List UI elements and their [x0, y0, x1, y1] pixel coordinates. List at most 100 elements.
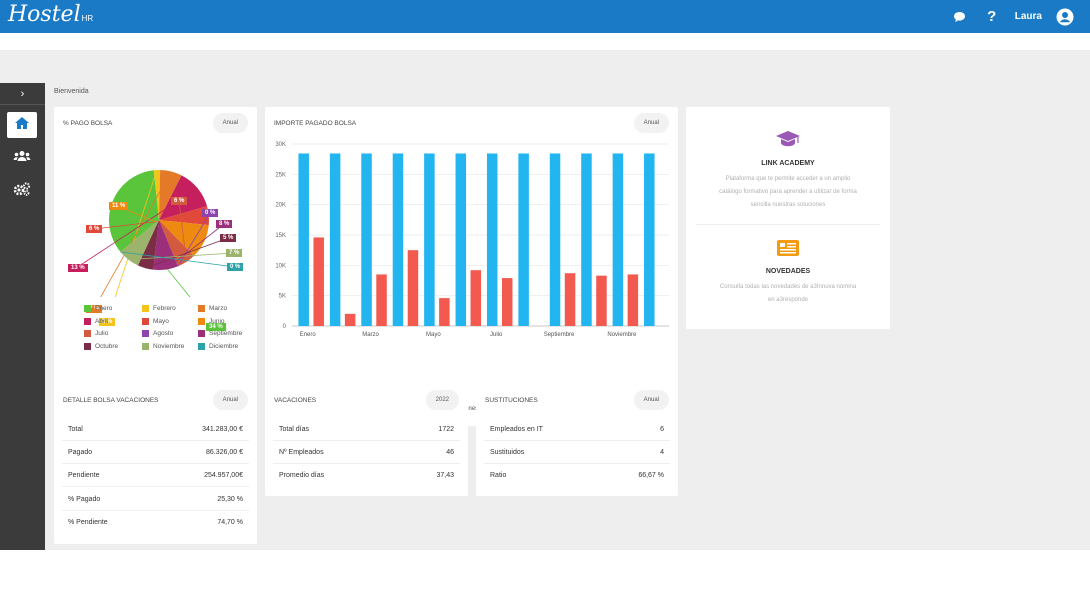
legend-swatch [142, 330, 149, 338]
sustituciones-period-button[interactable]: Anual [633, 390, 669, 410]
breadcrumb: Bienvenida [54, 88, 89, 95]
legend-item-febrero[interactable]: Febrero [142, 304, 198, 314]
legend-label: Febrero [153, 305, 176, 313]
bar-total-pagado-abril[interactable] [407, 250, 419, 326]
row-label: Total días [279, 425, 309, 433]
table-row: Total días 1722 [273, 418, 460, 441]
bar-total-bolsa-diciembre[interactable] [644, 153, 655, 326]
pie-slice-enero[interactable] [108, 170, 159, 252]
legend-item-diciembre[interactable]: Diciembre [198, 342, 264, 352]
bar-total-bolsa-septiembre[interactable] [549, 153, 561, 326]
legend-item-septiembre[interactable]: Septiembre [198, 329, 264, 339]
pie-leader-line [177, 212, 211, 267]
bar-total-pagado-marzo[interactable] [376, 274, 387, 326]
pie-leader-line [120, 251, 236, 268]
pie-slice-febrero[interactable] [153, 170, 161, 220]
pie-slice-octubre[interactable] [137, 220, 159, 270]
bar-total-bolsa-agosto[interactable] [518, 153, 529, 326]
bar-period-button[interactable]: Anual [633, 113, 669, 133]
sidebar-item-users[interactable] [7, 145, 37, 171]
legend-item-enero[interactable]: Enero [84, 304, 142, 314]
legend-swatch [142, 317, 149, 325]
sidebar-item-home[interactable] [7, 112, 37, 138]
bar-total-pagado-septiembre[interactable] [564, 273, 576, 326]
row-label: Empleados en IT [490, 425, 543, 433]
pie-label-noviembre: 7 % [226, 249, 243, 257]
pie-leader-line [128, 252, 235, 260]
bar-total-pagado-noviembre[interactable] [627, 274, 639, 326]
pie-chart [75, 169, 236, 297]
pie-leader-line [145, 237, 229, 269]
bar-total-pagado-mayo[interactable] [439, 298, 450, 326]
bar-total-pagado-junio[interactable] [470, 270, 482, 326]
table-row: % Pagado 25,30 % [62, 488, 249, 511]
help-icon[interactable]: ? [987, 8, 997, 25]
bar-total-pagado-octubre[interactable] [596, 275, 607, 326]
pie-leader-line [100, 171, 172, 297]
pie-period-button[interactable]: Anual [212, 113, 248, 133]
legend-item-abril[interactable]: Abril [84, 317, 142, 327]
user-avatar-icon[interactable] [1056, 8, 1074, 26]
bar-total-bolsa-enero[interactable] [298, 153, 309, 326]
link-academy-title: LINK ACADEMY [761, 160, 815, 167]
legend-label: Abril [95, 317, 109, 325]
legend-item-junio[interactable]: Junio [198, 317, 264, 327]
table-row: Promedio días 37,43 [273, 464, 460, 487]
legend-swatch [84, 330, 91, 338]
bar-total-bolsa-marzo[interactable] [361, 153, 372, 326]
chat-icon[interactable] [951, 8, 969, 26]
detalle-period-button[interactable]: Anual [212, 390, 248, 410]
newspaper-icon [776, 240, 800, 261]
chevron-right-icon[interactable]: › [0, 83, 45, 105]
bar-total-bolsa-junio[interactable] [455, 153, 467, 326]
legend-item-noviembre[interactable]: Noviembre [142, 342, 198, 352]
table-row: Sustituidos 4 [484, 441, 670, 464]
bar-total-pagado-enero[interactable] [313, 237, 324, 326]
legend-swatch [198, 305, 205, 313]
link-news[interactable]: NOVEDADES Consulta todas las novedades d… [686, 239, 890, 307]
legend-swatch [198, 317, 205, 325]
bar-total-bolsa-julio[interactable] [486, 153, 498, 326]
pie-card-title: % PAGO BOLSA [63, 120, 113, 127]
pie-card: % PAGO BOLSA Anual 34 % 2 % 7 % 13 % 6 % 11 %… [54, 107, 257, 426]
legend-item-mayo[interactable]: Mayo [142, 317, 198, 327]
bar-total-bolsa-octubre[interactable] [581, 153, 592, 326]
legend-label: Marzo [209, 305, 228, 313]
sidebar-item-settings[interactable] [7, 178, 37, 204]
legend-label: Mayo [153, 317, 169, 325]
logo[interactable]: HostelHR [8, 2, 93, 27]
legend-swatch [142, 305, 149, 313]
vacaciones-year-button[interactable]: 2022 [425, 390, 459, 410]
bar-total-bolsa-mayo[interactable] [424, 153, 435, 326]
legend-swatch [84, 305, 91, 313]
bar-chart: 0 5K 10K 15K 20K 25K 30K Enero Marzo Mayo Julio Sep… [275, 142, 669, 412]
row-label: Nº Empleados [279, 448, 324, 456]
logo-sub: HR [81, 14, 94, 23]
bar-total-pagado-julio[interactable] [501, 278, 513, 326]
users-icon [13, 149, 31, 167]
legend-swatch [198, 330, 205, 338]
bar-total-bolsa-abril[interactable] [392, 153, 404, 326]
pie-slice-noviembre[interactable] [120, 220, 159, 266]
row-value: 1722 [438, 425, 454, 433]
legend-item-marzo[interactable]: Marzo [198, 304, 264, 314]
pie-label-abril: 13 % [68, 264, 88, 272]
legend-item-julio[interactable]: Julio [84, 329, 142, 339]
pie-slice-mayo[interactable] [159, 206, 209, 226]
user-name[interactable]: Laura [1014, 11, 1042, 22]
sidebar: › [0, 83, 45, 550]
row-label: Sustituidos [490, 448, 525, 456]
bar-card-title: IMPORTE PAGADO BOLSA [274, 120, 357, 127]
bar-total-pagado-febrero[interactable] [344, 313, 356, 326]
link-academy[interactable]: LINK ACADEMY Plataforma que te permite a… [686, 129, 890, 212]
row-value: 254.957,00€ [204, 471, 243, 479]
bar-total-bolsa-noviembre[interactable] [612, 153, 624, 326]
bar-total-bolsa-febrero[interactable] [329, 153, 341, 326]
legend-label: Diciembre [209, 342, 239, 350]
pie-label-marzo: 7 % [86, 305, 103, 313]
vacaciones-card: VACACIONES 2022 Total días 1722 Nº Emplea… [265, 384, 468, 496]
x-tick-label: Enero [300, 332, 317, 338]
legend-item-agosto[interactable]: Agosto [142, 329, 198, 339]
legend-item-octubre[interactable]: Octubre [84, 342, 142, 352]
pie-leader-line [93, 215, 209, 230]
